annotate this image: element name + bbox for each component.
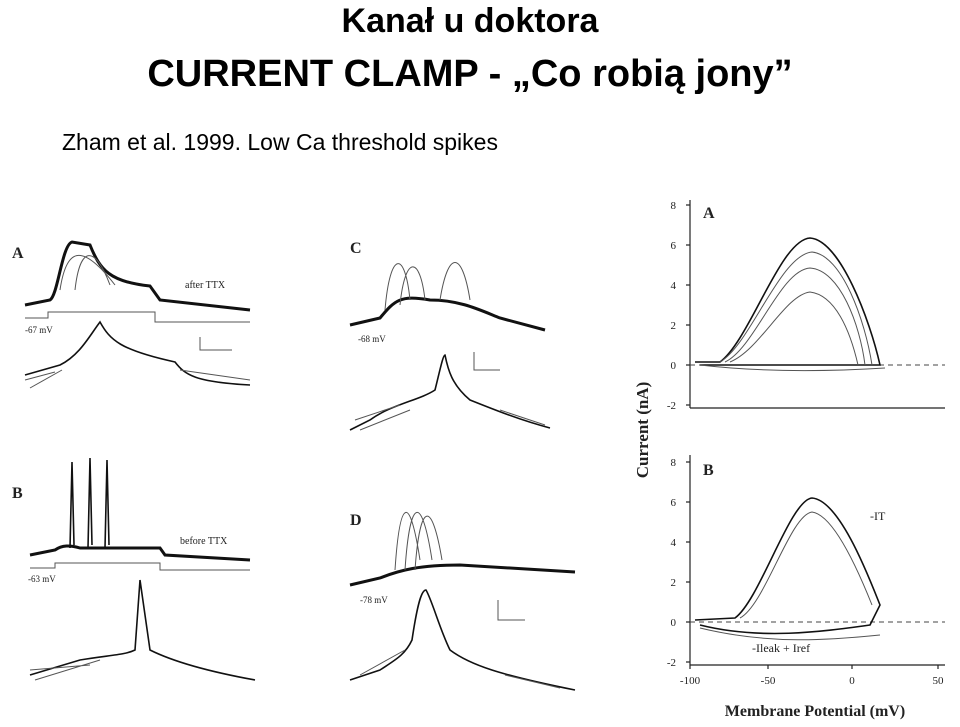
trace (29, 579, 256, 681)
right-figure: A B -IT -Ileak + Iref Current (nA) Membr… (633, 200, 945, 720)
scale-bar (497, 600, 525, 621)
panel-label: C (350, 240, 362, 257)
trace (349, 589, 576, 691)
x-tick-label: 0 (849, 675, 855, 687)
trace (384, 262, 471, 311)
panel-label: B (12, 485, 23, 502)
trace (394, 512, 443, 571)
curve (699, 511, 881, 641)
curve (695, 237, 881, 366)
trace (29, 659, 101, 681)
y-tick-label: 8 (671, 200, 677, 212)
curve (694, 497, 881, 635)
trace (24, 320, 251, 386)
y-tick-label: 0 (671, 617, 677, 629)
trace (29, 544, 251, 562)
note: before TTX (180, 536, 228, 547)
trace (24, 369, 251, 389)
y-tick-label: 8 (671, 457, 677, 469)
scale-bar (199, 337, 232, 351)
annotation: -Ileak + Iref (752, 641, 810, 655)
y-tick-label: 4 (671, 537, 677, 549)
step (30, 562, 250, 571)
y-tick-label: -2 (667, 400, 676, 412)
scale-bar (473, 352, 500, 371)
panel-label: B (703, 462, 714, 479)
left-figure: A after TTX -67 mV B before TTX -63 mV C… (12, 240, 576, 691)
y-axis-label: Current (nA) (633, 382, 652, 478)
y-tick-label: 0 (671, 360, 677, 372)
trace (354, 404, 546, 431)
trace (349, 296, 546, 332)
y-tick-label: 2 (671, 577, 677, 589)
y-tick-label: -2 (667, 657, 676, 669)
title: Kanał u doktora (342, 2, 600, 40)
y-tick-label: 6 (671, 497, 677, 509)
panel-label: A (703, 205, 715, 222)
potential: -67 mV (25, 325, 53, 335)
trace (349, 354, 551, 431)
y-tick-label: 4 (671, 280, 677, 292)
trace (349, 563, 576, 587)
note: after TTX (185, 280, 226, 291)
x-tick-label: 50 (933, 675, 945, 687)
y-tick-label: 2 (671, 320, 677, 332)
potential: -63 mV (28, 574, 56, 584)
x-tick-label: -50 (761, 675, 776, 687)
trace (24, 240, 251, 312)
y-tick-label: 6 (671, 240, 677, 252)
potential: -68 mV (358, 334, 386, 344)
panel-label: D (350, 512, 362, 529)
panel-label: A (12, 245, 24, 262)
spikes (69, 457, 110, 549)
step (25, 311, 250, 323)
citation: Zham et al. 1999. Low Ca threshold spike… (62, 129, 498, 155)
annotation: -IT (870, 509, 886, 523)
curve (699, 251, 886, 372)
x-tick-label: -100 (680, 675, 701, 687)
x-axis-label: Membrane Potential (mV) (725, 703, 905, 720)
trace (59, 254, 116, 291)
trace (359, 649, 561, 689)
potential: -78 mV (360, 595, 388, 605)
subtitle: CURRENT CLAMP - „Co robią jony” (147, 53, 792, 95)
